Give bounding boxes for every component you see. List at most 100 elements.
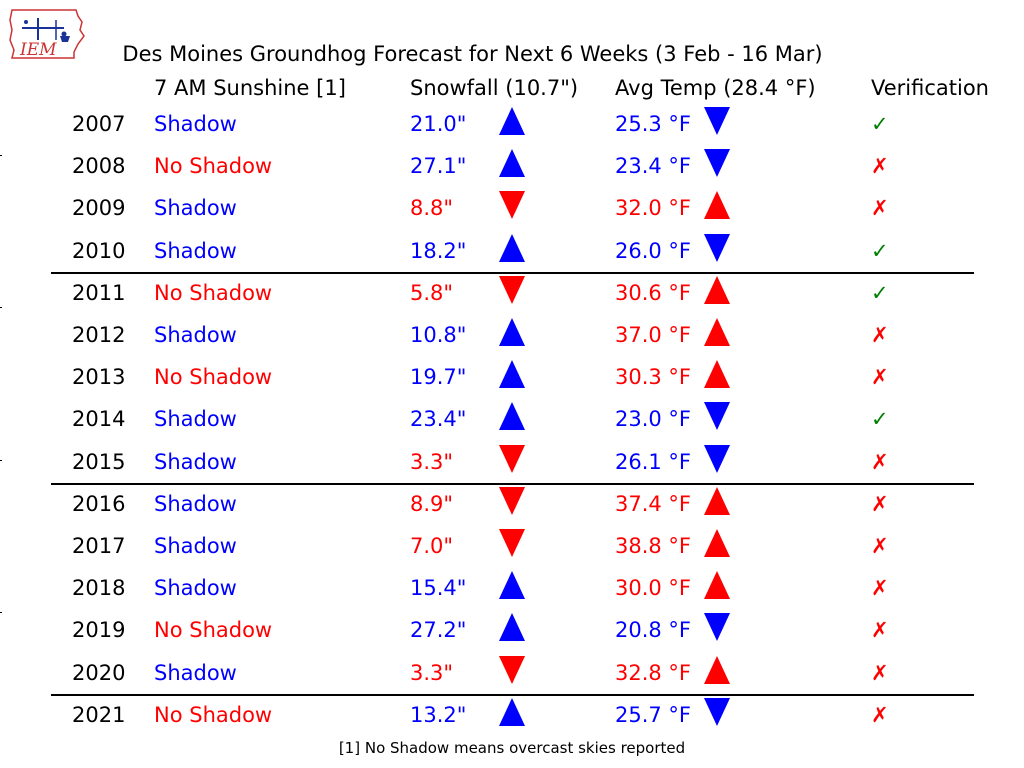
- row-snowfall: 15.4": [410, 576, 467, 601]
- group-separator: [51, 693, 974, 696]
- axis-tick: [0, 612, 2, 613]
- row-temp: 23.0 °F: [615, 407, 692, 432]
- snowfall-down-arrow-icon: [499, 275, 525, 304]
- verification-check-icon: ✓: [871, 238, 889, 263]
- row-snowfall: 27.1": [410, 154, 467, 179]
- axis-tick: [0, 307, 2, 308]
- snowfall-down-arrow-icon: [499, 655, 525, 684]
- snowfall-up-arrow-icon: [499, 697, 525, 726]
- snowfall-down-arrow-icon: [499, 444, 525, 473]
- snowfall-up-arrow-icon: [499, 402, 525, 431]
- row-year: 2009: [72, 196, 126, 221]
- verification-cross-icon: ✗: [871, 534, 889, 558]
- snowfall-down-arrow-icon: [499, 191, 525, 220]
- row-year: 2012: [72, 323, 126, 347]
- row-year: 2018: [72, 576, 126, 601]
- group-separator: [51, 482, 974, 485]
- row-year: 2017: [72, 534, 126, 558]
- row-temp: 23.4 °F: [615, 154, 692, 179]
- verification-cross-icon: ✗: [871, 576, 889, 601]
- row-snowfall: 3.3": [410, 660, 454, 685]
- temp-up-arrow-icon: [704, 571, 730, 600]
- temp-down-arrow-icon: [704, 444, 730, 473]
- row-sunshine: Shadow: [154, 112, 237, 136]
- row-temp: 30.6 °F: [615, 280, 692, 305]
- temp-down-arrow-icon: [704, 233, 730, 262]
- row-year: 2016: [72, 491, 126, 516]
- row-year: 2015: [72, 449, 126, 474]
- verification-cross-icon: ✗: [871, 702, 889, 727]
- verification-cross-icon: ✗: [871, 323, 889, 347]
- row-snowfall: 21.0": [410, 112, 467, 136]
- row-snowfall: 13.2": [410, 702, 467, 727]
- row-temp: 37.4 °F: [615, 491, 692, 516]
- temp-up-arrow-icon: [704, 191, 730, 220]
- snowfall-down-arrow-icon: [499, 486, 525, 515]
- axis-tick: [0, 155, 2, 156]
- temp-up-arrow-icon: [704, 360, 730, 389]
- snowfall-up-arrow-icon: [499, 613, 525, 642]
- row-sunshine: No Shadow: [154, 702, 273, 727]
- footnote: [1] No Shadow means overcast skies repor…: [338, 739, 686, 757]
- row-year: 2020: [72, 660, 126, 685]
- chart-title: Des Moines Groundhog Forecast for Next 6…: [122, 42, 823, 66]
- row-snowfall: 8.8": [410, 196, 454, 221]
- row-sunshine: Shadow: [154, 407, 237, 432]
- row-sunshine: Shadow: [154, 576, 237, 601]
- iem-logo: IEM: [9, 9, 85, 60]
- temp-down-arrow-icon: [704, 402, 730, 431]
- header-snowfall: Snowfall (10.7"): [410, 76, 579, 100]
- iem-logo-text: IEM: [19, 40, 57, 60]
- temp-down-arrow-icon: [704, 107, 730, 135]
- row-year: 2021: [72, 702, 126, 727]
- snowfall-up-arrow-icon: [499, 318, 525, 346]
- row-temp: 30.0 °F: [615, 576, 692, 601]
- verification-check-icon: ✓: [871, 407, 889, 432]
- row-year: 2014: [72, 407, 126, 432]
- temp-up-arrow-icon: [704, 275, 730, 304]
- row-snowfall: 23.4": [410, 407, 467, 432]
- row-year: 2011: [72, 280, 126, 305]
- row-temp: 26.0 °F: [615, 238, 692, 263]
- header-temp: Avg Temp (28.4 °F): [615, 76, 816, 100]
- verification-cross-icon: ✗: [871, 449, 889, 474]
- verification-check-icon: ✓: [871, 112, 889, 136]
- row-sunshine: Shadow: [154, 660, 237, 685]
- row-sunshine: Shadow: [154, 491, 237, 516]
- snowfall-up-arrow-icon: [499, 107, 525, 135]
- temp-down-arrow-icon: [704, 613, 730, 642]
- row-temp: 26.1 °F: [615, 449, 692, 474]
- row-temp: 25.7 °F: [615, 702, 692, 727]
- snowfall-up-arrow-icon: [499, 149, 525, 178]
- axis-tick: [0, 460, 2, 461]
- header-sunshine: 7 AM Sunshine [1]: [154, 76, 346, 100]
- verification-cross-icon: ✗: [871, 660, 889, 685]
- row-year: 2013: [72, 365, 126, 390]
- row-sunshine: Shadow: [154, 534, 237, 558]
- row-snowfall: 7.0": [410, 534, 454, 558]
- row-snowfall: 27.2": [410, 618, 467, 643]
- verification-cross-icon: ✗: [871, 154, 889, 179]
- row-snowfall: 8.9": [410, 491, 454, 516]
- row-sunshine: No Shadow: [154, 365, 273, 390]
- row-sunshine: Shadow: [154, 238, 237, 263]
- verification-cross-icon: ✗: [871, 618, 889, 643]
- row-snowfall: 5.8": [410, 280, 454, 305]
- row-temp: 37.0 °F: [615, 323, 692, 347]
- row-year: 2007: [72, 112, 126, 136]
- row-temp: 38.8 °F: [615, 534, 692, 558]
- verification-check-icon: ✓: [871, 280, 889, 305]
- verification-cross-icon: ✗: [871, 491, 889, 516]
- row-snowfall: 3.3": [410, 449, 454, 474]
- row-sunshine: No Shadow: [154, 280, 273, 305]
- row-temp: 30.3 °F: [615, 365, 692, 390]
- snowfall-up-arrow-icon: [499, 360, 525, 389]
- row-sunshine: Shadow: [154, 323, 237, 347]
- row-temp: 20.8 °F: [615, 618, 692, 643]
- snowfall-up-arrow-icon: [499, 571, 525, 600]
- row-sunshine: Shadow: [154, 449, 237, 474]
- snowfall-up-arrow-icon: [499, 233, 525, 262]
- row-temp: 25.3 °F: [615, 112, 692, 136]
- temp-up-arrow-icon: [704, 529, 730, 557]
- row-sunshine: Shadow: [154, 196, 237, 221]
